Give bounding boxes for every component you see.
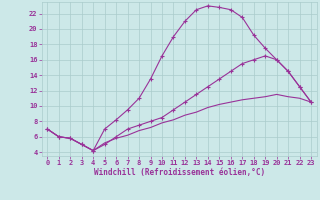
X-axis label: Windchill (Refroidissement éolien,°C): Windchill (Refroidissement éolien,°C): [94, 168, 265, 177]
